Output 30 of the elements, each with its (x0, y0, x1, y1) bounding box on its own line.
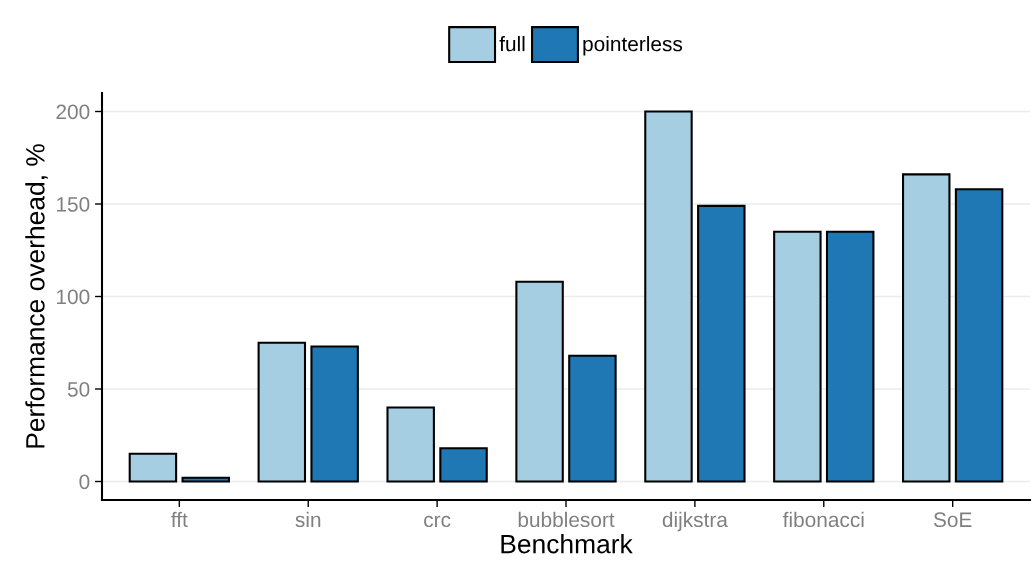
x-tick-label: bubblesort (518, 511, 615, 528)
y-tick-label: 200 (56, 104, 90, 120)
y-tick-label: 150 (57, 197, 90, 212)
bar (257, 341, 307, 483)
y-tick-label: 0 (79, 474, 90, 490)
y-tick-label: 50 (67, 382, 90, 397)
x-tick-label: SoE (933, 512, 972, 528)
bar (697, 204, 746, 483)
bar (825, 230, 875, 483)
legend-label: pointerless (583, 36, 683, 56)
bar (386, 406, 435, 483)
legend-label: full (499, 36, 525, 52)
x-tick-label: fft (171, 511, 188, 528)
x-tick-label: dijkstra (662, 511, 728, 532)
bar (181, 476, 230, 483)
bar (773, 230, 822, 483)
bar (954, 188, 1004, 483)
y-axis-title: Performance overhead, % (25, 144, 48, 448)
x-tick-label: sin (295, 511, 321, 528)
y-tick-label: 100 (57, 289, 90, 305)
bar (568, 354, 617, 483)
bar (902, 173, 951, 483)
bar (644, 110, 693, 483)
bar (439, 447, 488, 483)
x-tick-label: fibonacci (782, 511, 864, 528)
bar (515, 280, 564, 483)
bar (128, 452, 178, 483)
bar (310, 345, 359, 483)
x-tick-label: crc (424, 515, 451, 528)
x-axis-title: Benchmark (501, 534, 633, 554)
